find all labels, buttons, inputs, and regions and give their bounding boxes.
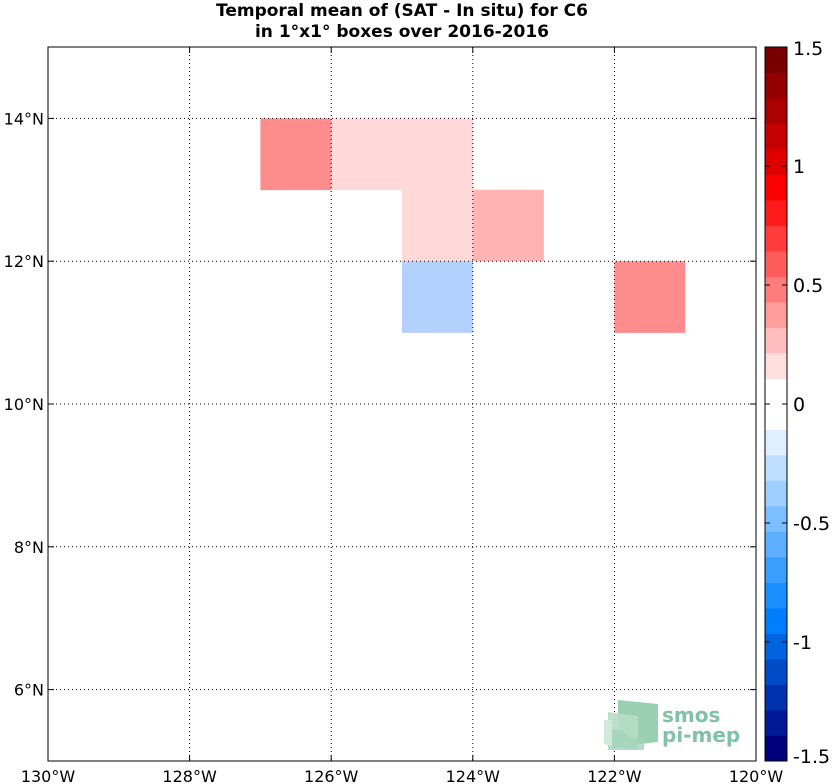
colorbar-bin [765,123,787,150]
x-tick-label: 126°W [304,767,359,784]
map-title-line-1: Temporal mean of (SAT - In situ) for C6 [216,1,588,21]
cell-layer [260,118,757,548]
data-cell [260,118,332,191]
colorbar-bin [765,378,787,405]
colorbar-bin [765,149,787,175]
colorbar-bin [765,429,787,456]
colorbar-tick-label: -1 [793,632,812,654]
colorbar-tick-label: 1.5 [793,38,823,60]
colorbar-bin [765,659,787,685]
x-tick-label: 128°W [162,767,217,784]
x-tick-labels: 130°W 128°W 126°W 124°W 122°W 120°W [21,767,784,784]
y-tick-label: 8°N [14,538,44,557]
logo-wave-icon [604,700,658,750]
smos-pimep-logo: smos pi-mep [600,698,750,754]
colorbar-bin [765,251,787,277]
data-cell [402,118,474,191]
colorbar-bin [765,72,787,99]
colorbar-bin [765,506,787,532]
data-cell [402,261,474,333]
colorbar-bin [765,684,787,711]
colorbar-bin [765,608,787,634]
logo-text-smos: smos [662,703,721,727]
x-tick-label: 122°W [587,767,642,784]
colorbar-bin [765,480,787,507]
data-cell [614,475,686,548]
colorbar-bin [765,710,787,736]
data-cell [472,261,544,333]
y-tick-label: 6°N [14,681,44,700]
colorbar-bin [765,302,787,328]
colorbar-tick-label: -1.5 [793,746,830,768]
logo-text-pimep: pi-mep [662,723,741,747]
data-cell [331,118,403,191]
colorbar-bin [765,174,787,201]
colorbar-bin [765,735,787,762]
colorbar-tick-label: 0.5 [793,275,823,297]
colorbar-bin [765,633,787,660]
colorbar: 1.5 1 0.5 0 -0.5 -1 -1.5 [764,38,830,768]
colorbar-bin [765,582,787,609]
colorbar-bin [765,327,787,354]
colorbar-bin [765,353,787,379]
colorbar-bin [765,404,787,430]
data-cell [685,261,757,333]
colorbar-bin [765,531,787,558]
x-tick-label: 130°W [21,767,76,784]
y-tick-label: 10°N [4,395,44,414]
y-tick-labels: 14°N 12°N 10°N 8°N 6°N [4,109,44,699]
colorbar-bin [765,557,787,583]
colorbar-bin [765,98,787,124]
colorbar-tick-label: -0.5 [793,513,830,535]
data-cell [472,189,544,262]
map-frame [47,46,757,762]
colorbar-tick-label: 0 [793,394,805,416]
data-cell [614,261,686,333]
colorbar-bin [765,47,787,73]
x-tick-label: 120°W [729,767,784,784]
colorbar-bin [765,455,787,481]
colorbar-tick-label: 1 [793,156,805,178]
y-tick-label: 12°N [4,252,44,271]
y-tick-label: 14°N [4,109,44,128]
data-cell [402,189,474,262]
data-cell [614,404,686,476]
x-tick-label: 124°W [446,767,501,784]
map-title-line-2: in 1°x1° boxes over 2016-2016 [254,22,550,42]
colorbar-bin [765,200,787,226]
colorbar-bin [765,276,787,303]
colorbar-bin [765,225,787,252]
